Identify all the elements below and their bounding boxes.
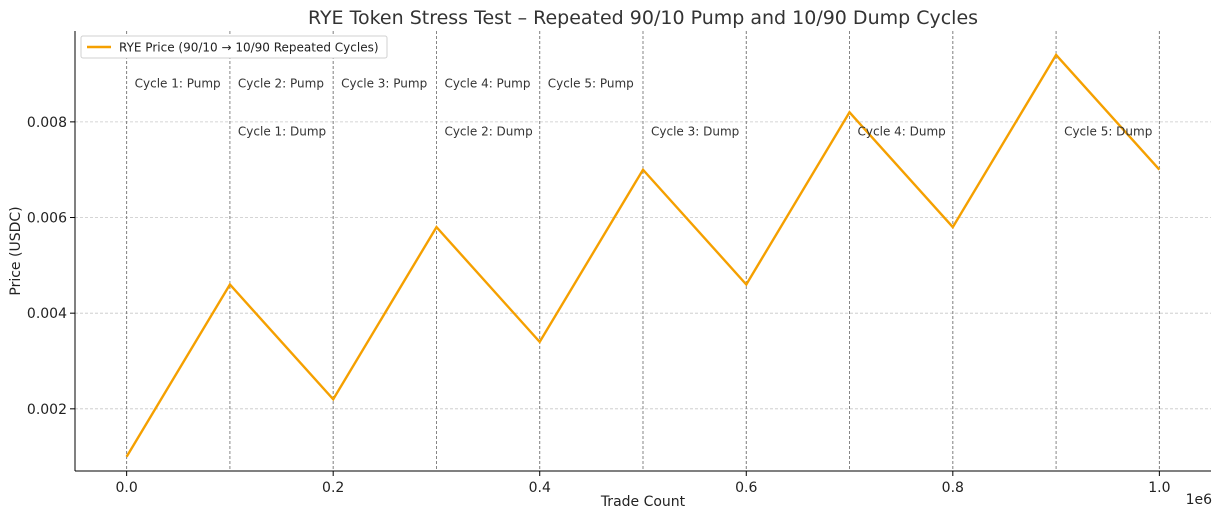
annotations: Cycle 1: Pump Cycle 2: Pump Cycle 3: Pump C… xyxy=(135,77,1153,139)
cycle-annotation: Cycle 2: Pump xyxy=(238,77,324,91)
x-tick-label: 0.0 xyxy=(116,480,138,496)
x-tick-label: 0.2 xyxy=(322,480,344,496)
axes: 0.002 0.004 0.006 0.008 0.0 0.2 0.4 0.6 0.8 1.0 xyxy=(27,31,1211,496)
x-tick-label: 1.0 xyxy=(1148,480,1170,496)
cycle-annotation: Cycle 2: Dump xyxy=(444,124,532,138)
cycle-annotation: Cycle 4: Pump xyxy=(444,77,530,91)
y-tick-label: 0.008 xyxy=(27,115,67,131)
x-tick-label: 0.4 xyxy=(529,480,551,496)
cycle-annotation: Cycle 3: Pump xyxy=(341,77,427,91)
x-tick-label: 0.8 xyxy=(942,480,964,496)
chart-title: RYE Token Stress Test – Repeated 90/10 P… xyxy=(308,7,978,29)
y-tick-label: 0.006 xyxy=(27,211,67,227)
cycle-annotation: Cycle 1: Pump xyxy=(135,77,221,91)
cycle-annotation: Cycle 5: Pump xyxy=(548,77,634,91)
y-tick-label: 0.002 xyxy=(27,402,67,418)
legend-label: RYE Price (90/10 → 10/90 Repeated Cycles… xyxy=(119,41,379,55)
y-tick-label: 0.004 xyxy=(27,306,67,322)
cycle-annotation: Cycle 4: Dump xyxy=(858,124,946,138)
x-axis-label: Trade Count xyxy=(600,494,686,510)
y-axis-label: Price (USDC) xyxy=(8,206,24,295)
series-layer xyxy=(125,52,1161,458)
cycle-annotation: Cycle 3: Dump xyxy=(651,124,739,138)
cycle-lines xyxy=(126,31,1160,471)
cycle-annotation: Cycle 5: Dump xyxy=(1064,124,1152,138)
cycle-annotation: Cycle 1: Dump xyxy=(238,124,326,138)
series-line xyxy=(125,52,1161,458)
x-tick-label: 0.6 xyxy=(735,480,757,496)
legend-box xyxy=(80,35,388,59)
x-axis-offset-label: 1e6 xyxy=(1186,492,1213,508)
legend: RYE Price (90/10 → 10/90 Repeated Cycles… xyxy=(80,35,388,59)
